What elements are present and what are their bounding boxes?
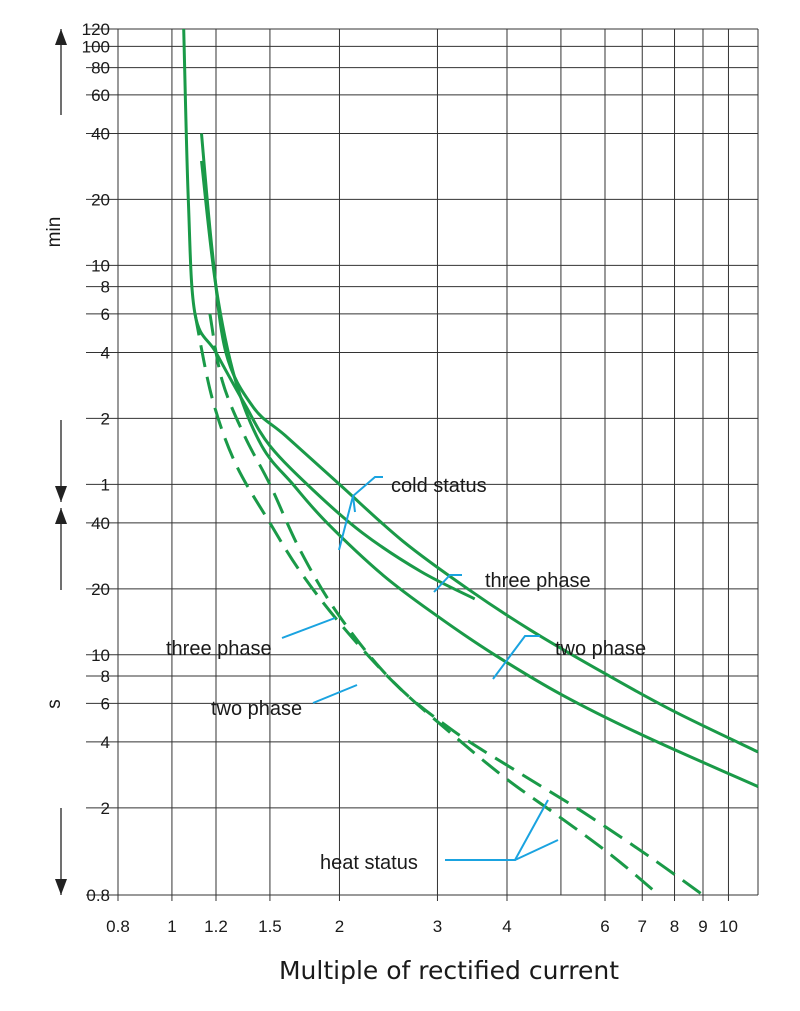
annotation-two-phase-cold: two phase (555, 638, 646, 660)
y-tick-label: 80 (91, 59, 110, 78)
y-tick-label: 4 (101, 343, 110, 362)
y-tick-label: 10 (91, 256, 110, 275)
unit-label-min: min (44, 217, 65, 248)
x-tick-label: 10 (719, 917, 738, 936)
series-curve (200, 160, 759, 788)
annotation-leader (514, 839, 559, 861)
unit-arrows (55, 29, 67, 895)
annotation-leader (281, 617, 336, 639)
x-tick-label: 8 (670, 917, 679, 936)
arrow-up-icon (55, 508, 67, 524)
y-tick-label: 10 (91, 646, 110, 665)
x-tick-label: 0.8 (106, 917, 130, 936)
y-tick-label: 6 (101, 694, 110, 713)
x-axis-label: Multiple of rectified current (279, 956, 619, 985)
annotation-leader (492, 635, 540, 680)
x-tick-label: 1 (167, 917, 176, 936)
y-tick-label: 120 (82, 20, 110, 39)
x-tick-label: 6 (600, 917, 609, 936)
annotation-three-phase-cold: three phase (485, 570, 591, 592)
y-tick-label: 0.8 (86, 886, 110, 905)
arrow-down-icon (55, 879, 67, 895)
y-tick-label: 8 (101, 278, 110, 297)
x-tick-label: 4 (502, 917, 511, 936)
y-tick-label: 20 (91, 190, 110, 209)
annotation-two-phase-heat: two phase (211, 698, 302, 720)
y-tick-label: 20 (91, 580, 110, 599)
y-tick-label: 60 (91, 86, 110, 105)
y-tick-label: 8 (101, 667, 110, 686)
y-tick-label: 2 (101, 409, 110, 428)
x-tick-label: 3 (433, 917, 442, 936)
y-tick-label: 40 (91, 514, 110, 533)
x-tick-label: 2 (335, 917, 344, 936)
y-tick-label: 40 (91, 124, 110, 143)
y-tick-label: 100 (82, 37, 110, 56)
grid-layer (86, 28, 759, 901)
y-tick-label: 1 (101, 475, 110, 494)
annotation-cold-status: cold status (391, 475, 487, 497)
annotation-leader (352, 495, 356, 513)
annotation-heat-status: heat status (320, 852, 418, 874)
y-tick-label: 6 (101, 305, 110, 324)
series-curve (208, 313, 704, 897)
arrow-down-icon (55, 486, 67, 502)
annotation-leader (312, 684, 358, 704)
x-tick-label: 7 (638, 917, 647, 936)
x-tick-label: 1.2 (204, 917, 228, 936)
annotation-leader (433, 574, 462, 593)
annotation-layer: cold status three phase two phase three pha… (166, 475, 646, 874)
x-tick-label: 1.5 (258, 917, 282, 936)
x-tick-label: 9 (698, 917, 707, 936)
series-curve (200, 133, 759, 754)
arrow-up-icon (55, 29, 67, 45)
series-curve (193, 313, 660, 897)
series-layer (182, 28, 759, 897)
annotation-three-phase-heat: three phase (166, 638, 272, 660)
unit-label-s: s (44, 699, 65, 709)
y-tick-label: 2 (101, 799, 110, 818)
annotation-leader (338, 476, 383, 551)
y-tick-label: 4 (101, 733, 110, 752)
series-curve (182, 28, 476, 601)
